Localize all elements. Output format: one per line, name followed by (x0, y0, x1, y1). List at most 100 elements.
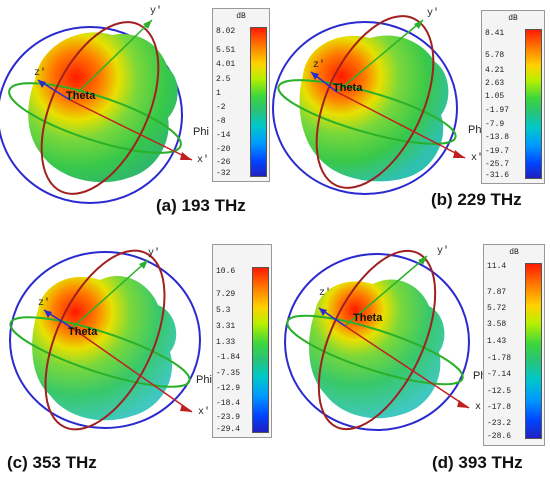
theta-ring-blue (9, 251, 201, 429)
colorbar-c: 10.6 7.29 5.3 3.31 1.33 -1.84 -7.35 -12.… (212, 244, 272, 438)
y-axis (336, 19, 424, 93)
colorbar-tick: -26 (216, 158, 231, 167)
z-arrow (44, 310, 52, 318)
colorbar-tick: 4.21 (485, 66, 505, 75)
colorbar-tick: -25.7 (485, 160, 510, 169)
colorbar-unit: dB (236, 12, 246, 21)
x-axis-label: x' (198, 407, 211, 418)
x-arrow (457, 400, 469, 408)
colorbar-tick: 5.72 (487, 304, 507, 313)
colorbar-tick: 2.63 (485, 79, 505, 88)
phi-ring-green (8, 82, 182, 154)
colorbar-tick: -7.14 (487, 370, 512, 379)
panel-c: y' z' Theta Phi x' 10.6 7.29 5.3 3.31 1.… (0, 240, 275, 480)
panel-caption: (a) 193 THz (156, 196, 246, 215)
x-axis (69, 99, 193, 161)
colorbar-tick: 8.02 (216, 27, 236, 36)
x-axis-label: x' (475, 402, 488, 413)
radiation-pattern-c (9, 249, 201, 431)
colorbar-tick: -7.35 (216, 369, 241, 378)
colorbar-tick: -20 (216, 145, 231, 154)
colorbar-tick: -1.78 (487, 354, 512, 363)
colorbar-tick: -17.8 (487, 403, 512, 412)
colorbar-tick: -8 (216, 117, 226, 126)
colorbar-tick: 7.29 (216, 290, 236, 299)
phi-ring-green (286, 314, 464, 386)
panel-b: y' z' Theta Phi x' dB 8.41 5.78 4.21 2.6… (272, 0, 550, 240)
colorbar-tick: 2.5 (216, 75, 231, 84)
theta-ring-blue (272, 21, 458, 195)
radiation-pattern-d (284, 249, 470, 431)
z-axis-label: z' (38, 298, 51, 309)
colorbar-tick: 3.31 (216, 322, 236, 331)
y-axis-label: y' (150, 6, 163, 17)
colorbar-tick: 8.41 (485, 29, 505, 38)
colorbar-tick: 5.78 (485, 51, 505, 60)
colorbar-a: dB 8.02 5.51 4.01 2.5 1 -2 -8 -14 -20 -2… (212, 8, 270, 182)
colorbar-tick: -2 (216, 103, 226, 112)
colorbar-tick: -32 (216, 169, 231, 178)
y-arrow (418, 256, 427, 265)
theta-label: Theta (66, 90, 96, 102)
x-arrow (180, 404, 192, 412)
colorbar-tick: -13.8 (485, 133, 510, 142)
z-axis-label: z' (34, 68, 47, 79)
colorbar-tick: 10.6 (216, 267, 236, 276)
panel-caption: (c) 353 THz (7, 453, 97, 472)
theta-ring-red (40, 21, 160, 195)
colorbar-gradient (252, 267, 269, 433)
z-arrow (311, 72, 319, 80)
colorbar-tick: 4.01 (216, 60, 236, 69)
theta-ring-blue (0, 26, 183, 204)
z-arrow (319, 308, 327, 316)
panel-d: y' z' Theta Phi x' dB 11.4 7.87 5.72 3.5… (275, 240, 550, 480)
colorbar-tick: -14 (216, 131, 231, 140)
theta-label: Theta (333, 82, 363, 94)
y-axis-label: y' (437, 246, 450, 257)
theta-label: Theta (353, 312, 383, 324)
theta-ring-blue (284, 253, 470, 431)
colorbar-gradient (525, 29, 542, 179)
colorbar-tick: -7.9 (485, 120, 505, 129)
x-axis-label: x' (197, 155, 210, 166)
colorbar-tick: -12.5 (487, 387, 512, 396)
panel-caption: (d) 393 THz (432, 453, 523, 472)
panel-caption: (b) 229 THz (431, 190, 522, 209)
z-arrow (38, 80, 46, 88)
colorbar-tick: -1.97 (485, 106, 510, 115)
x-axis (336, 91, 466, 159)
colorbar-unit: dB (508, 14, 518, 23)
colorbar-tick: 1.43 (487, 337, 507, 346)
x-arrow (453, 150, 465, 158)
y-axis-label: y' (148, 248, 161, 259)
colorbar-gradient (250, 27, 267, 177)
y-arrow (139, 260, 148, 269)
theta-ring-red (317, 249, 437, 431)
colorbar-gradient (525, 263, 542, 439)
x-arrow (180, 152, 192, 160)
y-arrow (414, 20, 423, 29)
z-axis-label: z' (319, 288, 332, 299)
y-axis-label: y' (427, 8, 440, 19)
x-axis-label: x' (471, 153, 484, 164)
colorbar-b: dB 8.41 5.78 4.21 2.63 1.05 -1.97 -7.9 -… (481, 10, 545, 184)
phi-ring-green (277, 79, 457, 145)
radiation-pattern-a (0, 19, 193, 204)
theta-label: Theta (68, 326, 98, 338)
colorbar-tick: -28.6 (487, 432, 512, 441)
x-axis (344, 325, 470, 409)
colorbar-d: dB 11.4 7.87 5.72 3.58 1.43 -1.78 -7.14 … (483, 244, 545, 446)
colorbar-tick: -18.4 (216, 399, 241, 408)
colorbar-tick: -12.9 (216, 384, 241, 393)
colorbar-tick: 3.58 (487, 320, 507, 329)
y-axis (69, 19, 153, 101)
y-arrow (143, 20, 152, 29)
x-axis (71, 327, 193, 413)
radiation-pattern-b (272, 15, 466, 195)
colorbar-tick: -31.6 (485, 171, 510, 180)
phi-ring-green (9, 316, 191, 388)
pattern-body (309, 279, 445, 419)
y-axis (344, 255, 428, 327)
colorbar-tick: 11.4 (487, 262, 507, 271)
colorbar-tick: -23.2 (487, 419, 512, 428)
